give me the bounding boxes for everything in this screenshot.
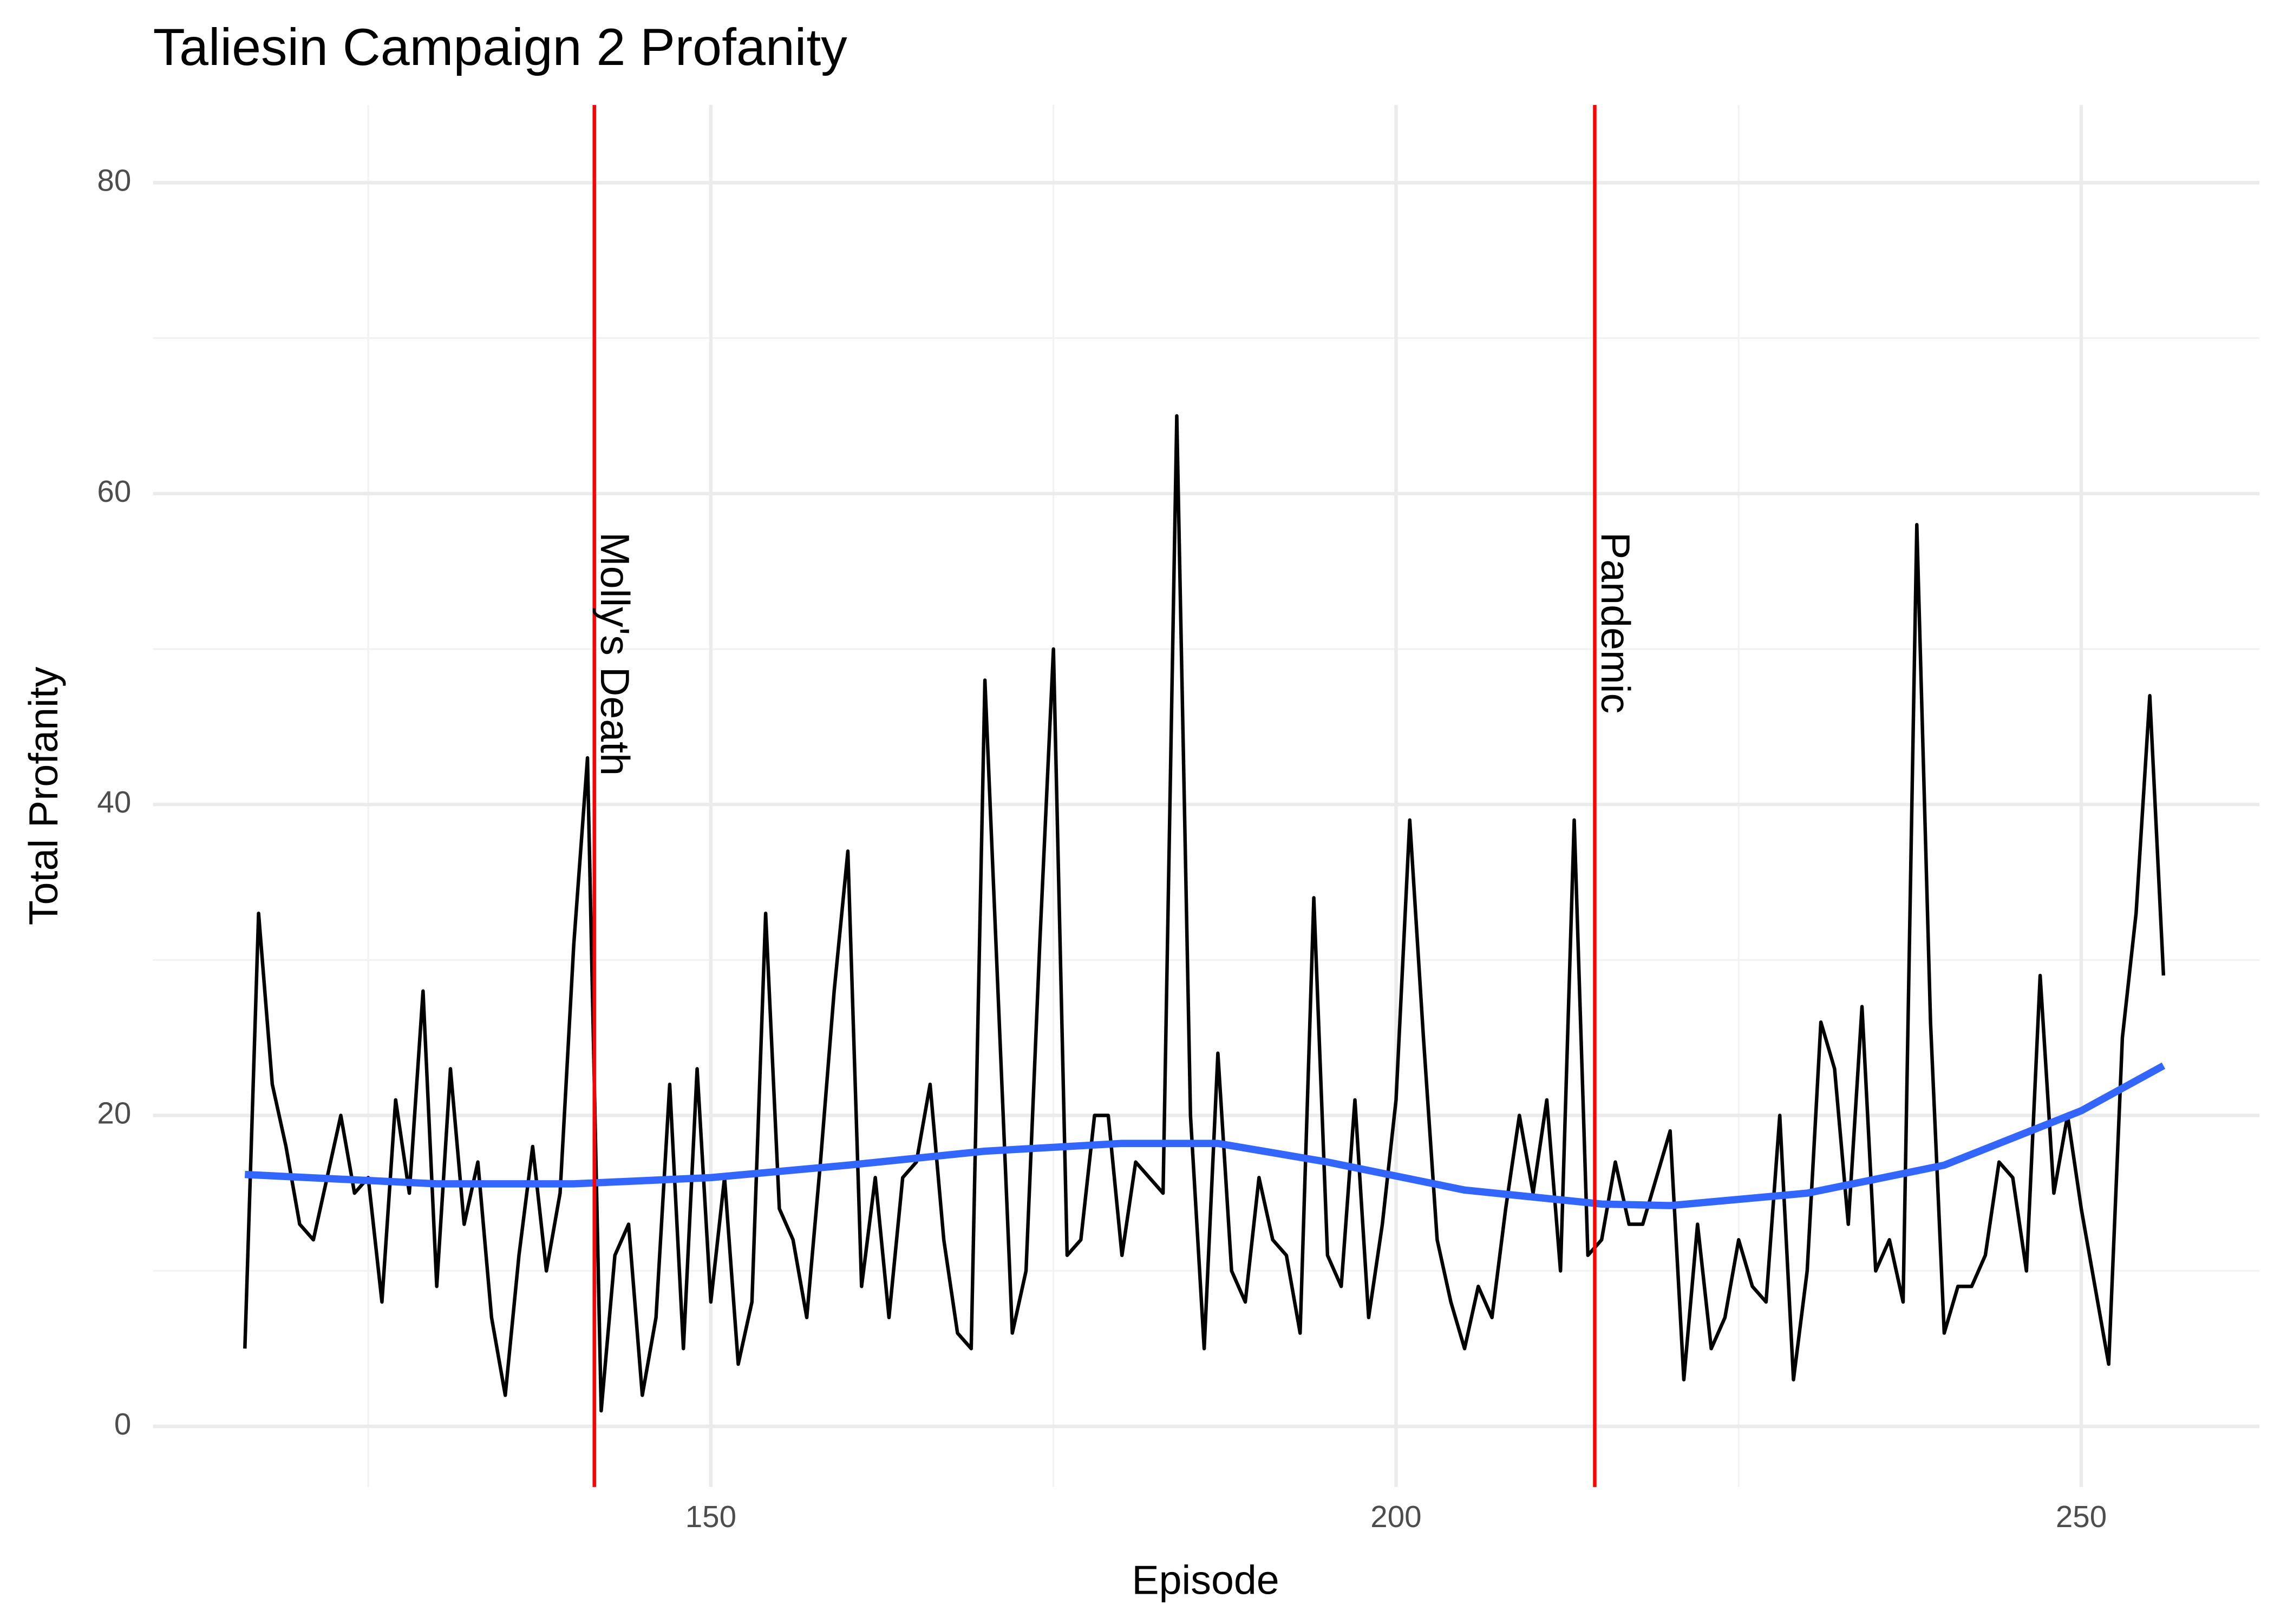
y-tick-label: 0 [114,1407,131,1441]
y-tick-label: 80 [97,163,131,197]
x-tick-label: 250 [2056,1499,2107,1534]
x-axis-label: Episode [1132,1557,1279,1603]
y-tick-label: 40 [97,785,131,819]
line [243,414,2166,1413]
y-tick-label: 20 [97,1096,131,1130]
y-tick-label: 60 [97,474,131,508]
chart-title: Taliesin Campaign 2 Profanity [153,17,848,76]
annotation-label: Pandemic [1593,532,1638,713]
y-axis-label: Total Profanity [21,666,66,925]
x-tick-label: 200 [1370,1499,1421,1534]
x-tick-label: 150 [685,1499,736,1534]
annotation-label: Molly's Death [592,532,638,776]
line [244,1062,2166,1209]
